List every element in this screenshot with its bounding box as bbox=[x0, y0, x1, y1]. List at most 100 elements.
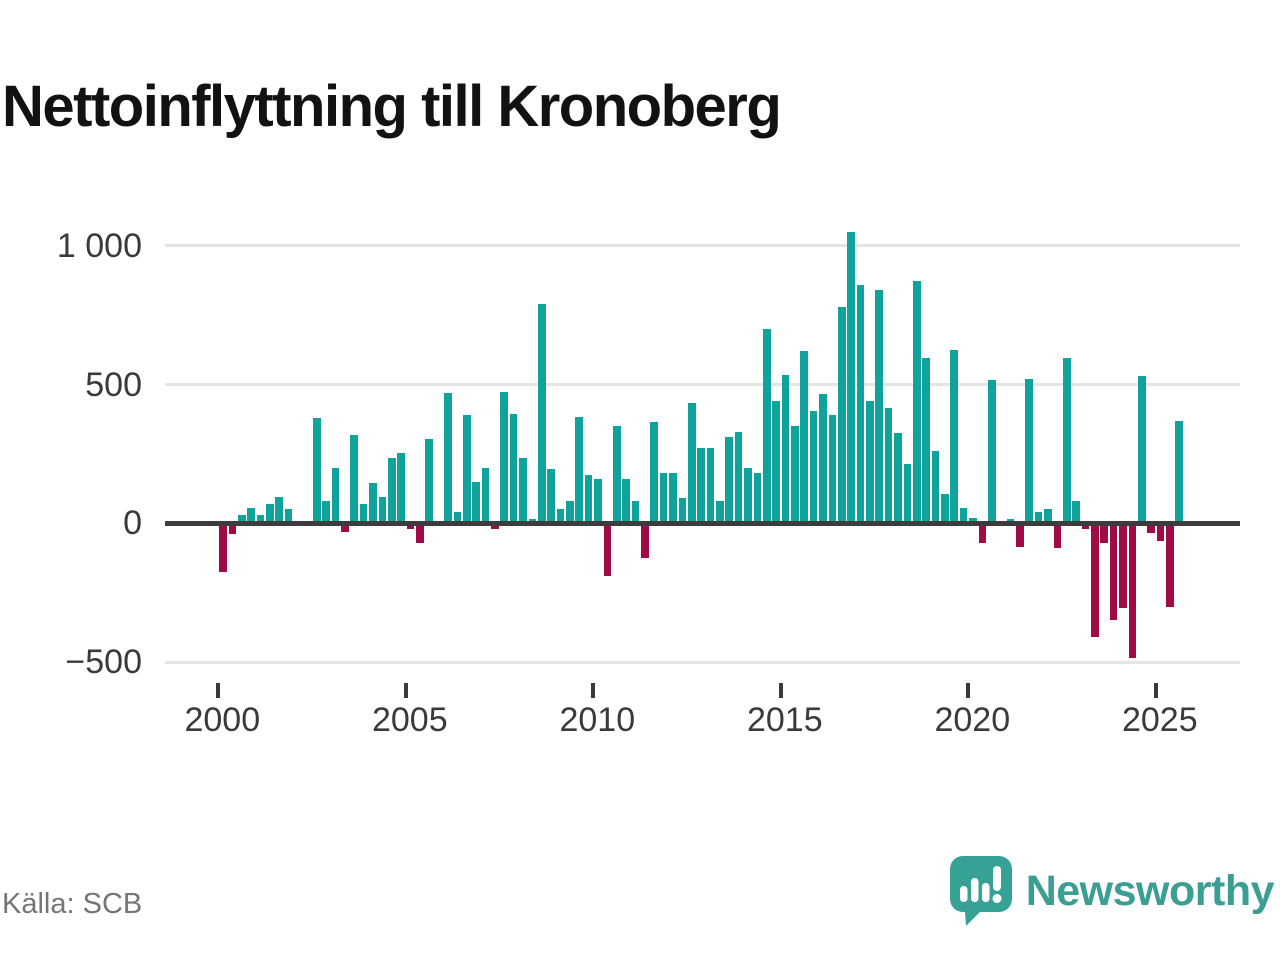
bar-2012-Q4 bbox=[697, 448, 705, 524]
bar-2005-Q3 bbox=[425, 438, 434, 524]
bar-2024-Q1 bbox=[1119, 523, 1127, 608]
bar-2004-Q2 bbox=[378, 496, 387, 524]
bar-2021-Q3 bbox=[1025, 379, 1034, 524]
bar-2003-Q4 bbox=[359, 503, 368, 524]
gridline--500 bbox=[165, 660, 1240, 664]
bar-2018-Q2 bbox=[903, 463, 912, 524]
bar-2013-Q2 bbox=[716, 501, 724, 524]
bar-2023-Q3 bbox=[1100, 523, 1109, 543]
bar-2015-Q3 bbox=[800, 351, 809, 524]
x-axis-label-2000: 2000 bbox=[184, 701, 261, 739]
bar-2018-Q3 bbox=[912, 280, 921, 524]
y-axis-label-500: 500 bbox=[85, 365, 142, 404]
bar-2010-Q1 bbox=[594, 478, 602, 524]
gridline-1000 bbox=[165, 244, 1240, 248]
x-axis-label-2025: 2025 bbox=[1121, 701, 1198, 739]
bar-2025-Q3 bbox=[1175, 420, 1184, 524]
bar-2017-Q2 bbox=[866, 401, 874, 524]
bar-2000-Q3 bbox=[237, 514, 246, 524]
bar-2007-Q4 bbox=[509, 413, 518, 524]
bar-2025-Q1 bbox=[1156, 523, 1165, 542]
y-axis-label--500: −500 bbox=[65, 643, 142, 681]
bar-2022-Q2 bbox=[1053, 523, 1062, 549]
bar-2010-Q4 bbox=[622, 478, 630, 524]
bar-2009-Q2 bbox=[566, 501, 574, 524]
bar-2001-Q2 bbox=[266, 503, 274, 524]
bar-2006-Q3 bbox=[462, 415, 471, 524]
newsworthy-logo-icon bbox=[949, 856, 1012, 926]
bar-2011-Q3 bbox=[650, 422, 659, 524]
bar-2002-Q4 bbox=[322, 501, 330, 524]
bar-2020-Q1 bbox=[969, 517, 977, 524]
bar-2008-Q3 bbox=[537, 304, 546, 524]
bar-2023-Q2 bbox=[1091, 523, 1099, 638]
x-axis-label-2010: 2010 bbox=[559, 701, 636, 739]
bar-2007-Q1 bbox=[481, 467, 490, 524]
bar-2014-Q3 bbox=[762, 329, 771, 524]
y-axis-label-1000: 1 000 bbox=[56, 226, 142, 265]
bar-2012-Q3 bbox=[687, 402, 696, 524]
bar-2018-Q1 bbox=[894, 433, 902, 524]
bar-2000-Q2 bbox=[228, 523, 237, 535]
bar-2004-Q4 bbox=[397, 452, 405, 524]
x-tick-2005 bbox=[403, 683, 408, 698]
bar-2009-Q1 bbox=[556, 509, 565, 524]
x-tick-2000 bbox=[216, 683, 221, 698]
bar-2003-Q2 bbox=[341, 523, 349, 532]
bar-2011-Q2 bbox=[641, 523, 649, 558]
bar-2021-Q2 bbox=[1016, 523, 1024, 547]
bar-2013-Q4 bbox=[734, 431, 743, 524]
bar-2017-Q3 bbox=[875, 290, 884, 524]
bar-2016-Q4 bbox=[847, 232, 855, 524]
bar-2000-Q4 bbox=[247, 508, 255, 524]
bar-2006-Q4 bbox=[472, 481, 480, 524]
bar-2001-Q1 bbox=[256, 514, 265, 524]
bar-2012-Q2 bbox=[678, 498, 687, 524]
bar-2025-Q2 bbox=[1166, 523, 1174, 607]
bar-2001-Q3 bbox=[275, 496, 284, 524]
bar-2021-Q4 bbox=[1034, 512, 1043, 524]
x-axis-label-2005: 2005 bbox=[371, 701, 448, 739]
bar-2009-Q3 bbox=[575, 416, 584, 524]
bar-2019-Q3 bbox=[950, 349, 959, 524]
bar-2011-Q1 bbox=[631, 501, 640, 524]
bar-2007-Q3 bbox=[500, 391, 509, 524]
bar-2020-Q3 bbox=[987, 380, 996, 524]
bar-2001-Q4 bbox=[284, 509, 293, 524]
bar-2022-Q3 bbox=[1062, 358, 1071, 524]
gridline-500 bbox=[165, 383, 1240, 387]
bar-2022-Q1 bbox=[1044, 509, 1052, 524]
bar-2024-Q3 bbox=[1137, 376, 1146, 524]
brand-name: Newsworthy bbox=[1025, 866, 1275, 915]
bar-2015-Q2 bbox=[791, 426, 799, 524]
bar-2003-Q3 bbox=[350, 434, 359, 524]
bar-2018-Q4 bbox=[922, 358, 930, 524]
bar-2023-Q4 bbox=[1109, 523, 1118, 621]
bar-2017-Q1 bbox=[856, 284, 865, 524]
bar-2006-Q2 bbox=[453, 512, 462, 524]
bar-2008-Q1 bbox=[519, 458, 527, 524]
x-axis-zero-line bbox=[165, 520, 1240, 526]
bar-2004-Q3 bbox=[387, 458, 396, 524]
x-axis-label-2015: 2015 bbox=[746, 701, 823, 739]
brand-footer: Newsworthy bbox=[949, 856, 1275, 926]
bar-2022-Q4 bbox=[1072, 501, 1080, 524]
bar-2010-Q2 bbox=[603, 523, 612, 576]
bar-2015-Q1 bbox=[781, 374, 790, 524]
page-title: Nettoinflyttning till Kronoberg bbox=[2, 73, 782, 139]
x-tick-2025 bbox=[1153, 683, 1158, 698]
bar-2014-Q1 bbox=[744, 467, 752, 524]
y-axis-label-0: 0 bbox=[123, 504, 142, 543]
x-tick-2010 bbox=[591, 683, 596, 698]
bar-2014-Q2 bbox=[753, 473, 762, 524]
x-axis-label-2020: 2020 bbox=[934, 701, 1011, 739]
bar-2004-Q1 bbox=[369, 483, 377, 524]
bar-2013-Q3 bbox=[725, 437, 734, 524]
bar-2023-Q1 bbox=[1081, 523, 1090, 529]
bar-2010-Q3 bbox=[612, 426, 621, 524]
bar-2006-Q1 bbox=[444, 392, 452, 524]
bar-2019-Q4 bbox=[959, 508, 968, 524]
bar-2008-Q4 bbox=[547, 469, 555, 524]
bar-2013-Q1 bbox=[706, 448, 715, 524]
